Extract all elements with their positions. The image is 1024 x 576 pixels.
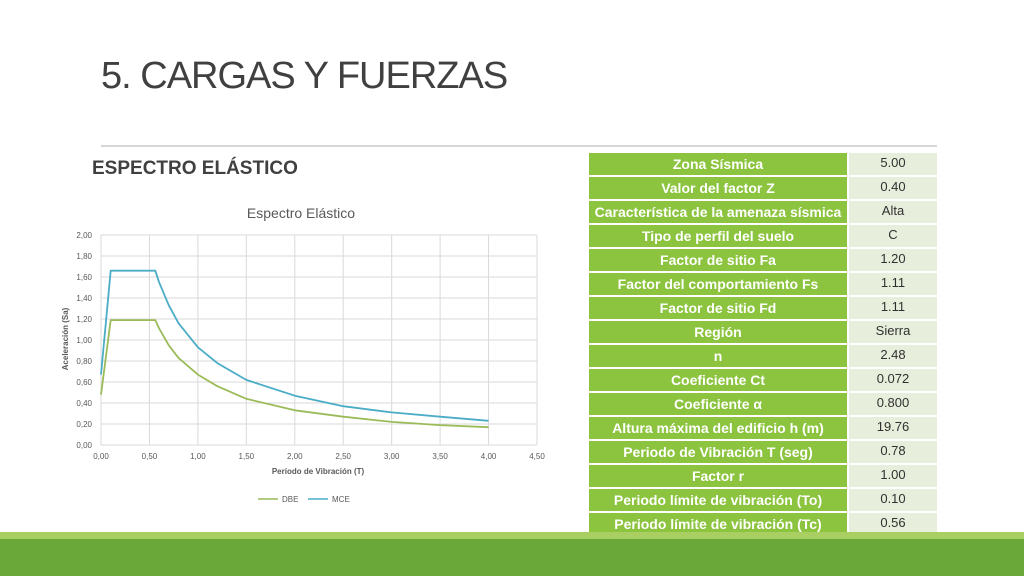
y-tick-label: 2,00 bbox=[76, 231, 92, 240]
table-row: Factor del comportamiento Fs 1.11 bbox=[587, 271, 939, 297]
parameter-label: Región bbox=[587, 319, 849, 345]
table-row: Periodo de Vibración T (seg) 0.78 bbox=[587, 439, 939, 465]
legend-label-mce: MCE bbox=[332, 495, 350, 504]
parameter-value: Alta bbox=[847, 199, 939, 225]
y-tick-label: 1,40 bbox=[76, 294, 92, 303]
parameter-label: Factor del comportamiento Fs bbox=[587, 271, 849, 297]
series-line-mce bbox=[100, 269, 489, 422]
parameter-label: Periodo de Vibración T (seg) bbox=[587, 439, 849, 465]
y-tick-label: 0,80 bbox=[76, 357, 92, 366]
slide-subtitle: ESPECTRO ELÁSTICO bbox=[92, 158, 298, 179]
series-line-dbe bbox=[100, 319, 489, 429]
parameter-label: Altura máxima del edificio h (m) bbox=[587, 415, 849, 441]
parameter-label: Valor del factor Z bbox=[587, 175, 849, 201]
seismic-parameters-table: Zona Sísmica 5.00 Valor del factor Z 0.40 Ca… bbox=[587, 151, 939, 537]
parameter-label: Coeficiente α bbox=[587, 391, 849, 417]
parameter-label: n bbox=[587, 343, 849, 369]
title-divider bbox=[101, 145, 937, 147]
parameter-label: Factor de sitio Fa bbox=[587, 247, 849, 273]
table-row: Zona Sísmica 5.00 bbox=[587, 151, 939, 177]
y-tick-label: 0,20 bbox=[76, 420, 92, 429]
y-axis-label: Aceleración (Sa) bbox=[61, 307, 70, 370]
parameter-value: Sierra bbox=[847, 319, 939, 345]
table-row: n 2.48 bbox=[587, 343, 939, 369]
table-row: Característica de la amenaza sísmica Alta bbox=[587, 199, 939, 225]
elastic-spectrum-chart: Espectro Elástico 0,00 0,50 1,00 1,50 2,00 2,… bbox=[61, 205, 545, 504]
table-row: Tipo de perfil del suelo C bbox=[587, 223, 939, 249]
parameter-value: 19.76 bbox=[847, 415, 939, 441]
table-row: Factor de sitio Fa 1.20 bbox=[587, 247, 939, 273]
table-row: Coeficiente Ct 0.072 bbox=[587, 367, 939, 393]
x-axis-label: Período de Vibración (T) bbox=[272, 467, 365, 476]
table-row: Factor r 1.00 bbox=[587, 463, 939, 489]
x-tick-label: 4,00 bbox=[481, 452, 497, 461]
x-tick-label: 1,00 bbox=[190, 452, 206, 461]
parameter-value: 0.800 bbox=[847, 391, 939, 417]
parameter-value: 0.40 bbox=[847, 175, 939, 201]
parameter-label: Tipo de perfil del suelo bbox=[587, 223, 849, 249]
chart-series bbox=[100, 269, 489, 429]
parameter-value: 0.78 bbox=[847, 439, 939, 465]
y-tick-label: 1,00 bbox=[76, 336, 92, 345]
table-row: Altura máxima del edificio h (m) 19.76 bbox=[587, 415, 939, 441]
parameter-value: 5.00 bbox=[847, 151, 939, 177]
parameter-value: 2.48 bbox=[847, 343, 939, 369]
x-tick-label: 4,50 bbox=[529, 452, 545, 461]
parameter-value: 0.072 bbox=[847, 367, 939, 393]
x-tick-label: 2,50 bbox=[335, 452, 351, 461]
footer-bar bbox=[0, 539, 1024, 576]
x-tick-label: 3,50 bbox=[432, 452, 448, 461]
y-tick-label: 0,60 bbox=[76, 378, 92, 387]
x-tick-label: 2,00 bbox=[287, 452, 303, 461]
parameter-label: Coeficiente Ct bbox=[587, 367, 849, 393]
parameter-value: 1.11 bbox=[847, 271, 939, 297]
parameter-value: 1.11 bbox=[847, 295, 939, 321]
parameter-label: Factor r bbox=[587, 463, 849, 489]
x-tick-label: 1,50 bbox=[239, 452, 255, 461]
y-tick-label: 1,20 bbox=[76, 315, 92, 324]
slide-title: 5. CARGAS Y FUERZAS bbox=[101, 55, 508, 97]
chart-axis-ticks: 0,00 0,50 1,00 1,50 2,00 2,50 3,00 3,50 4,00 4,50… bbox=[76, 231, 545, 461]
table-row: Periodo límite de vibración (To) 0.10 bbox=[587, 487, 939, 513]
y-tick-label: 1,60 bbox=[76, 273, 92, 282]
y-tick-label: 1,80 bbox=[76, 252, 92, 261]
table-row: Factor de sitio Fd 1.11 bbox=[587, 295, 939, 321]
table-row: Coeficiente α 0.800 bbox=[587, 391, 939, 417]
parameter-value: 1.00 bbox=[847, 463, 939, 489]
footer-accent-bar bbox=[0, 532, 1024, 539]
x-tick-label: 0,00 bbox=[93, 452, 109, 461]
legend-label-dbe: DBE bbox=[282, 495, 298, 504]
x-tick-label: 0,50 bbox=[142, 452, 158, 461]
parameter-label: Periodo límite de vibración (To) bbox=[587, 487, 849, 513]
table-row: Región Sierra bbox=[587, 319, 939, 345]
y-tick-label: 0,40 bbox=[76, 399, 92, 408]
chart-title: Espectro Elástico bbox=[247, 205, 355, 221]
parameter-value: C bbox=[847, 223, 939, 249]
table-row: Valor del factor Z 0.40 bbox=[587, 175, 939, 201]
x-tick-label: 3,00 bbox=[384, 452, 400, 461]
parameter-label: Característica de la amenaza sísmica bbox=[587, 199, 849, 225]
chart-legend: DBE MCE bbox=[258, 495, 350, 504]
parameter-label: Zona Sísmica bbox=[587, 151, 849, 177]
parameter-value: 1.20 bbox=[847, 247, 939, 273]
chart-gridlines bbox=[100, 234, 538, 446]
parameter-value: 0.10 bbox=[847, 487, 939, 513]
y-tick-label: 0,00 bbox=[76, 441, 92, 450]
parameter-label: Factor de sitio Fd bbox=[587, 295, 849, 321]
